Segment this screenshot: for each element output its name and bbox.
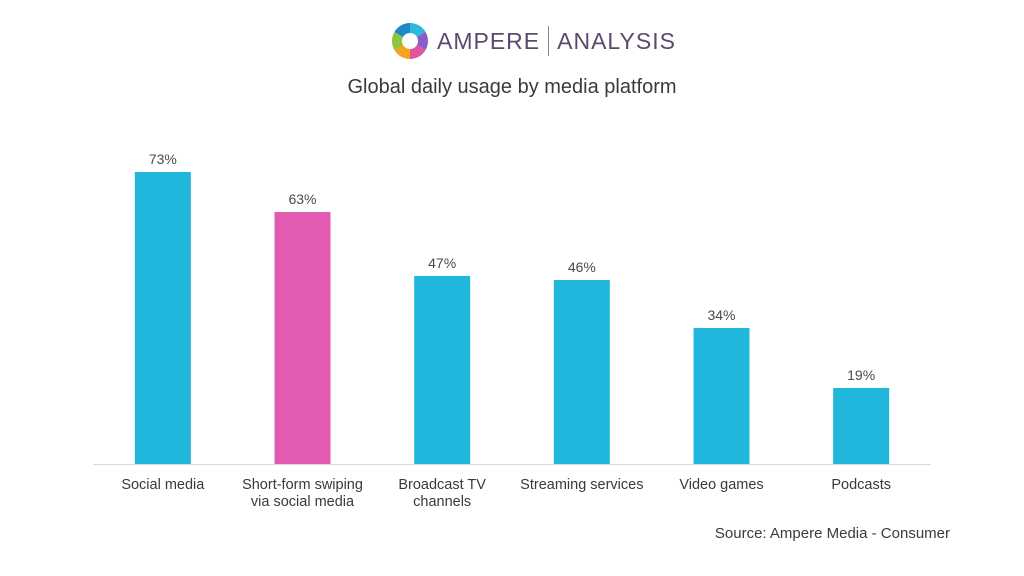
logo-segment: [392, 32, 404, 50]
bar-value-label: 63%: [288, 191, 316, 207]
bar-value-label: 34%: [707, 307, 735, 323]
logo-segment: [410, 45, 426, 59]
bar-value-label: 19%: [847, 367, 875, 383]
x-tick-label: Streaming services: [520, 477, 643, 493]
logo-segment: [394, 23, 410, 37]
bar: [274, 212, 331, 464]
source-note: Source: Ampere Media - Consumer: [714, 525, 950, 542]
x-tick-label: Podcasts: [831, 477, 891, 493]
brand-name-primary: AMPERE: [437, 28, 541, 54]
bar: [693, 328, 750, 464]
x-tick-label-line: via social media: [251, 494, 355, 510]
ampere-analysis-logo: AMPERE ANALYSIS: [391, 21, 676, 61]
x-tick-label-line: Video games: [679, 477, 763, 493]
x-tick-label: Video games: [679, 477, 763, 493]
bar-value-label: 47%: [428, 255, 456, 271]
bar: [833, 388, 890, 464]
bar: [414, 276, 471, 464]
logo-ring-icon: [392, 23, 428, 59]
x-tick-label: Social media: [121, 477, 205, 493]
x-tick-label: Broadcast TV channels: [398, 477, 486, 510]
logo-segment: [416, 32, 428, 50]
x-tick-label-line: Broadcast TV: [398, 477, 486, 493]
x-tick-label-line: Short-form swiping: [242, 477, 363, 493]
brand-divider: [548, 26, 550, 56]
bar-value-label: 46%: [568, 259, 596, 275]
x-tick-label-line: Streaming services: [520, 477, 643, 493]
brand-name-secondary: ANALYSIS: [557, 28, 676, 54]
logo-segment: [410, 23, 426, 37]
chart-title: Global daily usage by media platform: [347, 76, 677, 98]
bar: [134, 172, 191, 464]
x-tick-label: Short-form swiping via social media: [242, 477, 363, 510]
x-tick-label-line: Podcasts: [831, 477, 891, 493]
x-tick-label-line: Social media: [121, 477, 205, 493]
x-tick-label-line: channels: [413, 494, 471, 510]
bar: [553, 280, 610, 464]
logo-segment: [394, 45, 410, 59]
bar-value-label: 73%: [149, 151, 177, 167]
